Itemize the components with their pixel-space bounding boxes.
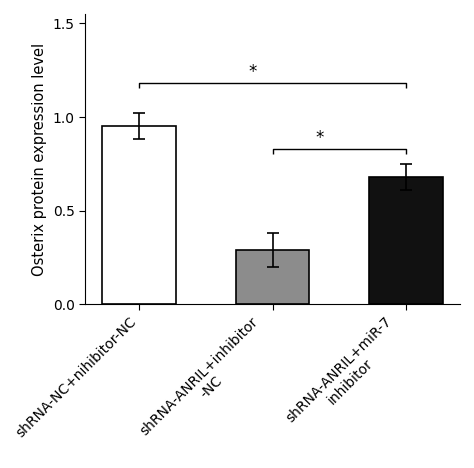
Text: *: * (315, 129, 323, 147)
Bar (369, 177, 443, 304)
Bar (236, 250, 309, 304)
Bar (102, 126, 176, 304)
Y-axis label: Osterix protein expression level: Osterix protein expression level (32, 43, 47, 276)
Text: *: * (248, 64, 257, 81)
